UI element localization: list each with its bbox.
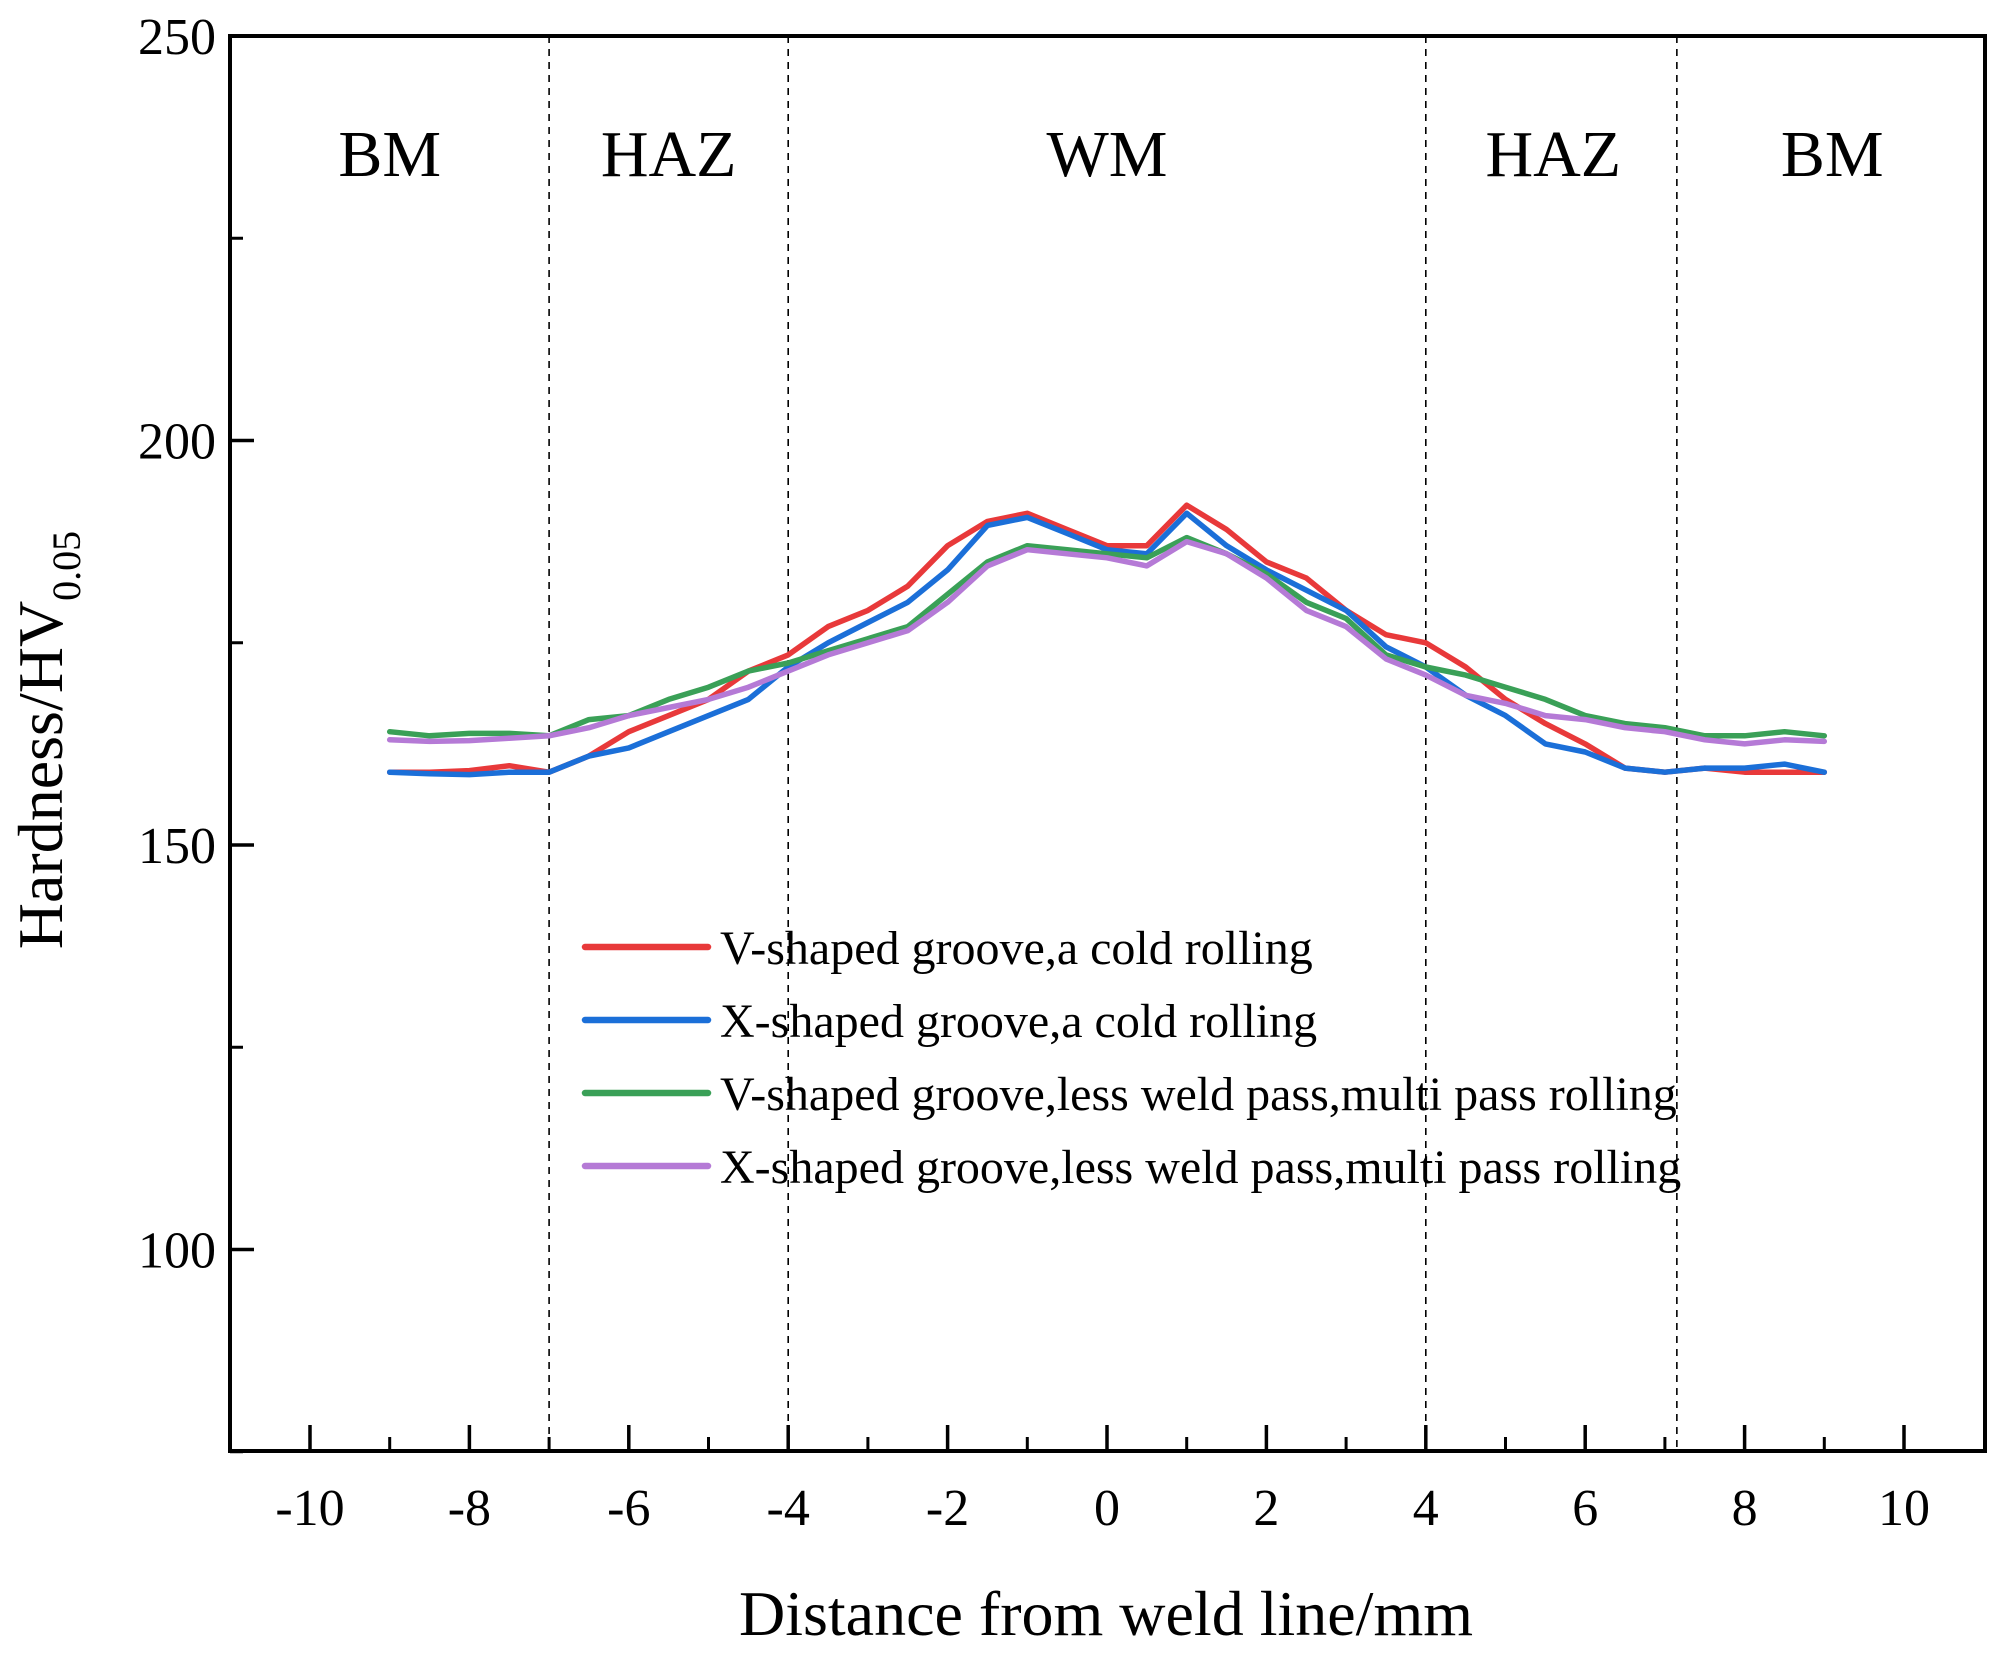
x-tick-label: -10 (275, 1480, 344, 1537)
region-boundaries (548, 36, 1678, 1451)
y-axis: 100 150 200 250 (138, 9, 254, 1454)
x-tick-label: -4 (767, 1480, 810, 1537)
series-line-3 (386, 534, 1828, 739)
x-tick-label: 2 (1253, 1480, 1279, 1537)
x-tick-label: 6 (1572, 1480, 1598, 1537)
legend-label-4: X-shaped groove,less weld pass,multi pas… (720, 1141, 1681, 1194)
y-tick-label: 200 (138, 414, 216, 471)
x-tick-label: -2 (926, 1480, 969, 1537)
y-tick-label: 150 (138, 818, 216, 875)
legend-label-2: X-shaped groove,a cold rolling (720, 995, 1317, 1048)
series-line-4 (386, 538, 1828, 747)
x-tick-label: 8 (1732, 1480, 1758, 1537)
x-tick-label: 10 (1878, 1480, 1930, 1537)
y-tick-label: 100 (138, 1223, 216, 1280)
x-tick-label: -8 (448, 1480, 491, 1537)
y-axis-label: Hardness/HV0.05 (5, 531, 89, 949)
region-label: BM (338, 118, 441, 191)
series-lines (386, 502, 1828, 778)
region-label: HAZ (601, 118, 737, 191)
y-axis-label-main: Hardness/HV (5, 601, 76, 949)
y-tick-label: 250 (138, 9, 216, 66)
x-axis-label: Distance from weld line/mm (739, 1578, 1473, 1649)
x-tick-label: 0 (1094, 1480, 1120, 1537)
series-line-1 (386, 502, 1828, 775)
region-label: WM (1047, 118, 1168, 191)
region-label: BM (1781, 118, 1884, 191)
x-axis: -10 -8 -6 -4 -2 0 2 4 6 8 10 (275, 1425, 1930, 1537)
legend-label-3: V-shaped groove,less weld pass,multi pas… (720, 1068, 1677, 1121)
x-tick-label: 4 (1413, 1480, 1439, 1537)
legend: V-shaped groove,a cold rolling X-shaped g… (581, 922, 1681, 1194)
legend-label-1: V-shaped groove,a cold rolling (720, 922, 1313, 975)
y-axis-label-subscript: 0.05 (44, 531, 89, 601)
x-tick-label: -6 (607, 1480, 650, 1537)
series-line-2 (386, 510, 1828, 778)
region-label: HAZ (1485, 118, 1621, 191)
region-labels: BM HAZ WM HAZ BM (338, 118, 1883, 191)
